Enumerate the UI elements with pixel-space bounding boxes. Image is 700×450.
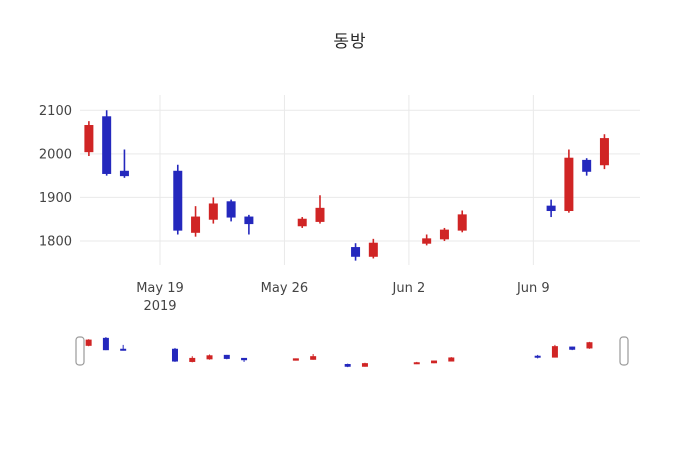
rangeslider-candle[interactable] bbox=[310, 354, 317, 360]
rangeslider-candle[interactable] bbox=[85, 339, 92, 347]
rangeslider-candle[interactable] bbox=[292, 358, 299, 361]
candlestick[interactable] bbox=[457, 210, 467, 233]
rangeslider-candle[interactable] bbox=[586, 341, 593, 349]
rangeslider-left-handle[interactable] bbox=[75, 336, 85, 366]
candlestick[interactable] bbox=[351, 243, 361, 261]
candlestick[interactable] bbox=[368, 238, 378, 259]
candlestick[interactable] bbox=[439, 227, 449, 242]
y-tick-label: 1800 bbox=[39, 235, 72, 250]
rangeslider-candle[interactable] bbox=[241, 357, 248, 362]
chart-title: 동방 bbox=[333, 32, 367, 52]
rangeslider-candle[interactable] bbox=[120, 344, 127, 351]
rangeslider-candle[interactable] bbox=[569, 346, 576, 351]
x-tick-label: May 26 bbox=[261, 281, 309, 296]
candlestick[interactable] bbox=[119, 149, 129, 178]
y-tick-label: 2100 bbox=[39, 104, 72, 119]
rangeslider-candle[interactable] bbox=[534, 354, 541, 359]
candlestick[interactable] bbox=[173, 164, 183, 235]
y-tick-label: 2000 bbox=[39, 147, 72, 162]
candlestick[interactable] bbox=[315, 195, 325, 224]
x-tick-label: Jun 2 bbox=[392, 281, 426, 296]
candlestick[interactable] bbox=[422, 234, 432, 246]
rangeslider-candle[interactable] bbox=[551, 344, 558, 358]
candlestick[interactable] bbox=[191, 206, 201, 237]
x-tick-label: Jun 9 bbox=[516, 281, 550, 296]
rangeslider-candle[interactable] bbox=[431, 360, 438, 364]
candlestick[interactable] bbox=[564, 149, 574, 213]
rangeslider-candle[interactable] bbox=[189, 356, 196, 363]
rangeslider-candle[interactable] bbox=[223, 354, 230, 360]
rangeslider-candle[interactable] bbox=[361, 362, 368, 367]
rangeslider-candle[interactable] bbox=[344, 363, 351, 368]
candlestick[interactable] bbox=[546, 199, 556, 218]
candlestick[interactable] bbox=[297, 217, 307, 228]
rangeslider-right-handle[interactable] bbox=[619, 336, 629, 366]
rangeslider-candle[interactable] bbox=[102, 337, 109, 351]
candlestick[interactable] bbox=[84, 121, 94, 157]
x-tick-sublabel: 2019 bbox=[143, 299, 176, 314]
rangeslider-candle[interactable] bbox=[413, 361, 420, 365]
rangeslider-candle[interactable] bbox=[171, 347, 178, 362]
candlestick[interactable] bbox=[102, 110, 112, 176]
candlestick[interactable] bbox=[244, 214, 254, 235]
candlestick[interactable] bbox=[599, 134, 609, 170]
x-tick-label: May 19 bbox=[136, 281, 184, 296]
rangeslider-candle[interactable] bbox=[448, 357, 455, 362]
candlestick[interactable] bbox=[226, 199, 236, 222]
candlestick[interactable] bbox=[208, 197, 218, 224]
rangeslider-candle[interactable] bbox=[206, 354, 213, 360]
candlestick[interactable] bbox=[582, 158, 592, 176]
y-tick-label: 1900 bbox=[39, 191, 72, 206]
